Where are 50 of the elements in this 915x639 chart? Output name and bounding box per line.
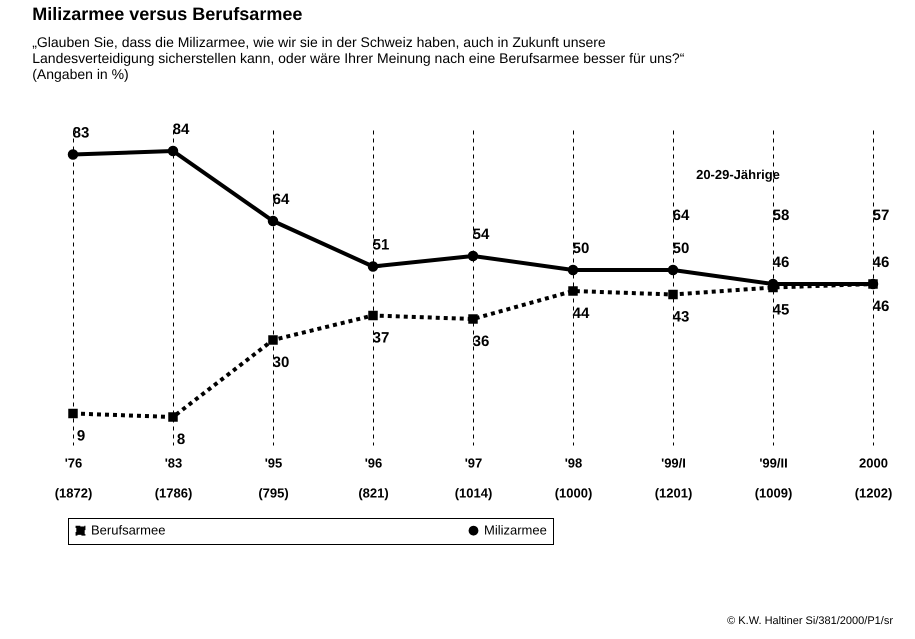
x-tick-label: '97 (1014): [454, 456, 492, 500]
chart-title: Milizarmee versus Berufsarmee: [32, 4, 302, 24]
data-label: 9: [76, 428, 86, 444]
data-label: 83: [72, 124, 90, 142]
point: [168, 146, 178, 156]
x-tick-label: '98 (1000): [554, 456, 592, 500]
data-label: 8: [176, 431, 186, 448]
point: [168, 412, 178, 422]
point: [268, 216, 278, 226]
data-label: 43: [672, 308, 690, 326]
data-label: 64: [272, 191, 290, 208]
data-label: 50: [672, 240, 690, 257]
annotation: 20-29-Jährige: [696, 167, 780, 182]
x-tick-label: '99/II (1009): [754, 456, 792, 500]
data-label: 30: [272, 354, 290, 371]
point: [668, 264, 678, 276]
data-label: 50: [572, 240, 590, 257]
x-tick-label: '99/I (1201): [654, 456, 692, 500]
legend-label: Milizarmee: [484, 522, 547, 538]
data-label: 51: [372, 236, 390, 254]
annotation: 64: [672, 207, 690, 224]
data-label: 44: [572, 305, 590, 322]
point: [68, 408, 78, 418]
point: [368, 310, 378, 320]
data-label: 84: [172, 121, 190, 138]
x-tick-label: '95 (795): [258, 456, 289, 500]
data-label: 46: [872, 254, 890, 271]
point: [568, 264, 578, 276]
annotation: 57: [872, 207, 890, 224]
x-tick-label: '76 (1872): [54, 456, 92, 500]
x-tick-label: '83 (1786): [154, 456, 192, 500]
point: [268, 335, 278, 345]
point: [68, 149, 78, 160]
data-label: 37: [372, 330, 390, 346]
chart-subtitle: „Glauben Sie, dass die Milizarmee, wie wir sie in der Schweiz haben, auch in Zukunft unsere Landesverteidigung sicherstellen kann, oder wäre Ihrer Meinung nach eine Berufsarmee besser für uns?“ (Angaben in %): [32, 34, 685, 82]
legend-label: Berufsarmee: [91, 522, 166, 538]
text: © K.W. Haltiner Si/381/2000/P1/sr: [727, 615, 893, 627]
data-label: 54: [472, 226, 490, 243]
point: [668, 290, 678, 300]
data-label: 46: [872, 298, 890, 315]
data-label: 45: [772, 302, 790, 318]
x-tick-label: '96 (821): [358, 456, 389, 500]
x-tick-label: 2000 (1202): [854, 456, 892, 500]
annotation: 58: [772, 207, 790, 224]
point: [568, 286, 578, 296]
point: [368, 261, 378, 272]
data-label: 36: [472, 333, 490, 350]
point: [468, 314, 478, 324]
point: [468, 250, 478, 262]
data-label: 46: [772, 254, 790, 271]
